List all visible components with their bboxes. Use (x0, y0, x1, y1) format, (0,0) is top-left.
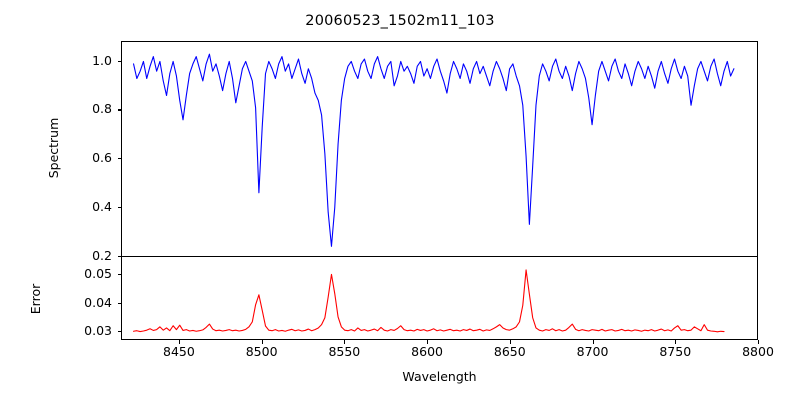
spectrum-panel (121, 41, 758, 256)
x-tick-label: 8450 (163, 344, 195, 359)
error-data-line (134, 270, 724, 332)
spectrum-y-tick-label: 0.6 (92, 150, 112, 166)
x-tick-label: 8700 (576, 344, 609, 359)
y-tick-mark (117, 330, 121, 333)
x-tick-label: 8800 (742, 344, 774, 359)
x-tick-mark (675, 340, 677, 344)
figure-title: 20060523_1502m11_103 (305, 13, 495, 29)
x-axis-label: Wavelength (402, 369, 477, 384)
spectrum-y-tick-label: 0.4 (92, 199, 112, 215)
x-tick-label: 8650 (493, 344, 526, 359)
spectrum-y-tick: 0.6 (0, 150, 112, 165)
y-tick-mark (117, 302, 121, 304)
y-tick-mark (117, 60, 121, 62)
x-tick-mark (427, 340, 429, 344)
spectrum-y-tick-label: 0.2 (92, 248, 112, 263)
error-y-tick-label: 0.05 (84, 266, 112, 282)
error-plot-area (122, 257, 757, 339)
spectrum-y-tick-label: 1.0 (92, 52, 112, 68)
spectrum-y-tick: 1.0 (0, 53, 112, 68)
spectrum-y-tick-label: 0.8 (92, 101, 112, 117)
error-panel (121, 256, 758, 340)
x-tick-label: 8500 (245, 344, 278, 359)
spectrum-y-tick: 0.8 (0, 101, 112, 116)
error-y-tick: 0.04 (0, 295, 112, 310)
x-tick-mark (178, 340, 180, 344)
y-tick-mark (117, 158, 121, 160)
error-y-tick-label: 0.03 (84, 322, 112, 338)
error-y-tick: 0.03 (0, 323, 112, 338)
x-tick-mark (592, 340, 594, 344)
x-tick-mark (344, 340, 346, 344)
x-tick-mark (758, 340, 760, 344)
x-tick-mark (509, 340, 511, 344)
x-tick-label: 8600 (411, 344, 443, 359)
x-tick-label: 8750 (659, 344, 692, 359)
y-tick-mark (117, 207, 121, 209)
error-y-tick-label: 0.04 (84, 294, 112, 310)
x-tick-mark (261, 340, 263, 344)
spectrum-data-line (134, 54, 734, 246)
spectrum-y-tick: 0.4 (0, 199, 112, 214)
x-tick-label: 8550 (328, 344, 361, 359)
error-y-tick: 0.05 (0, 266, 112, 281)
y-tick-mark (117, 274, 121, 276)
spectrum-y-tick: 0.2 (0, 248, 112, 263)
y-tick-mark (117, 256, 121, 258)
y-tick-mark (117, 109, 121, 111)
spectrum-plot-area (122, 42, 757, 256)
